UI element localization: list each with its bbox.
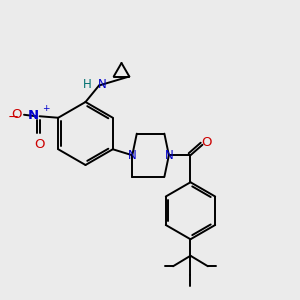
Text: +: + <box>42 104 50 113</box>
Text: O: O <box>201 136 211 149</box>
Text: H: H <box>83 77 92 91</box>
Text: N: N <box>98 77 106 91</box>
Text: −: − <box>8 111 19 124</box>
Text: O: O <box>34 138 45 151</box>
Text: N: N <box>164 149 173 162</box>
Text: N: N <box>28 109 39 122</box>
Text: O: O <box>11 108 22 121</box>
Text: N: N <box>128 149 137 162</box>
